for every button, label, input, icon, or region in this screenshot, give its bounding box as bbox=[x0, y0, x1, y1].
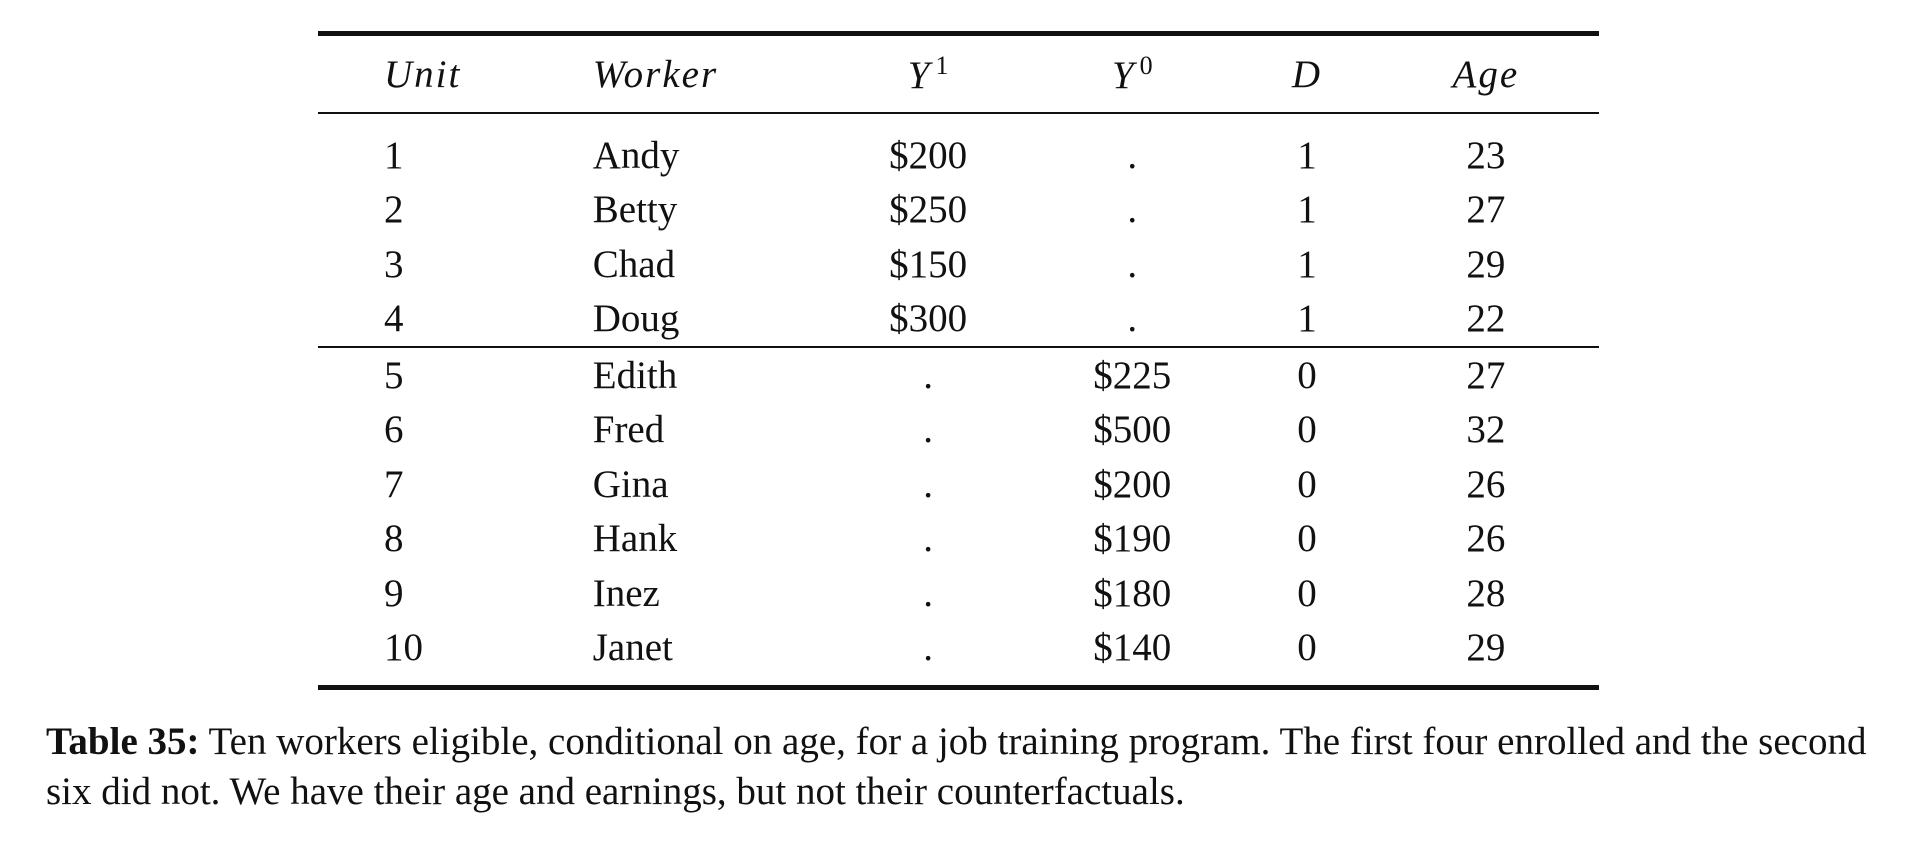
cell-d: 0 bbox=[1297, 408, 1317, 452]
cell-y1: . bbox=[923, 517, 933, 561]
cell-worker: Chad bbox=[592, 242, 676, 286]
table-row: 4 Doug $300 . 1 22 bbox=[318, 292, 1599, 348]
table-row: 6 Fred . $500 0 32 bbox=[318, 403, 1599, 458]
cell-d: 1 bbox=[1297, 188, 1317, 232]
cell-age: 23 bbox=[1466, 133, 1506, 177]
cell-unit: 6 bbox=[384, 408, 404, 452]
cell-unit: 2 bbox=[384, 188, 404, 232]
cell-worker: Gina bbox=[592, 462, 669, 506]
cell-unit: 7 bbox=[384, 462, 404, 506]
header-worker-label: Worker bbox=[592, 52, 719, 96]
cell-y1: $150 bbox=[889, 242, 968, 286]
cell-y0: $225 bbox=[1023, 346, 1242, 403]
cell-d: 1 bbox=[1297, 133, 1317, 177]
cell-worker: Edith bbox=[592, 346, 833, 403]
cell-d: 1 bbox=[1297, 297, 1317, 341]
cell-unit: 10 bbox=[318, 620, 593, 690]
cell-age: 27 bbox=[1466, 188, 1506, 232]
cell-age: 29 bbox=[1372, 620, 1599, 690]
cell-y0: . bbox=[1127, 133, 1138, 177]
table-row: 5 Edith . $225 0 27 bbox=[318, 346, 1599, 403]
cell-worker: Hank bbox=[592, 517, 678, 561]
header-unit: Unit bbox=[318, 34, 593, 114]
cell-d: 0 bbox=[1297, 517, 1317, 561]
cell-worker: Betty bbox=[592, 188, 678, 232]
table-row: 3 Chad $150 . 1 29 bbox=[318, 237, 1599, 292]
caption-label: Table 35: bbox=[46, 720, 200, 763]
cell-worker: Doug bbox=[592, 297, 680, 341]
cell-y0: $500 bbox=[1093, 408, 1172, 452]
cell-d: 0 bbox=[1297, 462, 1317, 506]
header-d-label: D bbox=[1291, 52, 1323, 96]
table-row: 10 Janet . $140 0 29 bbox=[318, 620, 1599, 690]
caption-text: Ten workers eligible, conditional on age… bbox=[46, 720, 1867, 813]
cell-y0: $190 bbox=[1093, 517, 1172, 561]
cell-unit: 4 bbox=[384, 297, 404, 341]
cell-age: 32 bbox=[1466, 408, 1506, 452]
table-row: 8 Hank . $190 0 26 bbox=[318, 512, 1599, 567]
cell-y0: . bbox=[1127, 242, 1138, 286]
header-age-label: Age bbox=[1452, 52, 1520, 96]
header-d: D bbox=[1241, 34, 1372, 114]
table-body: 1 Andy $200 . 1 23 2 Betty $250 . 1 27 3… bbox=[318, 113, 1599, 690]
table-row: 1 Andy $200 . 1 23 bbox=[318, 113, 1599, 183]
cell-y0: $140 bbox=[1023, 620, 1242, 690]
cell-y1: . bbox=[923, 462, 933, 506]
cell-unit: 8 bbox=[384, 517, 404, 561]
cell-age: 22 bbox=[1466, 297, 1506, 341]
header-y0-superscript: 0 bbox=[1139, 51, 1153, 80]
table-row: 2 Betty $250 . 1 27 bbox=[318, 183, 1599, 238]
cell-worker: Inez bbox=[592, 571, 660, 615]
cell-y1: . bbox=[923, 408, 933, 452]
table-caption: Table 35: Ten workers eligible, conditio… bbox=[46, 717, 1896, 817]
cell-unit: 9 bbox=[384, 571, 404, 615]
cell-age: 27 bbox=[1372, 346, 1599, 403]
cell-y1: $200 bbox=[889, 133, 968, 177]
cell-d: 0 bbox=[1241, 346, 1373, 403]
cell-y0: $200 bbox=[1093, 462, 1172, 506]
header-worker: Worker bbox=[593, 34, 833, 114]
cell-d: 1 bbox=[1297, 242, 1317, 286]
cell-worker: Fred bbox=[592, 408, 665, 452]
cell-y1: . bbox=[832, 620, 1024, 690]
cell-d: 0 bbox=[1241, 620, 1373, 690]
cell-worker: Andy bbox=[592, 133, 680, 177]
cell-worker: Janet bbox=[592, 620, 833, 690]
header-unit-label: Unit bbox=[384, 52, 462, 96]
table-row: 9 Inez . $180 0 28 bbox=[318, 566, 1599, 621]
cell-y1: . bbox=[923, 571, 933, 615]
header-age: Age bbox=[1373, 34, 1599, 114]
table-row: 7 Gina . $200 0 26 bbox=[318, 457, 1599, 512]
cell-age: 29 bbox=[1466, 242, 1506, 286]
cell-age: 28 bbox=[1466, 571, 1506, 615]
cell-y1: $250 bbox=[889, 188, 968, 232]
cell-unit: 1 bbox=[384, 133, 404, 177]
cell-unit: 3 bbox=[384, 242, 404, 286]
cell-y1: $300 bbox=[889, 297, 968, 341]
cell-y0: . bbox=[1127, 188, 1138, 232]
header-y0-label: Y bbox=[1111, 54, 1136, 97]
cell-age: 26 bbox=[1466, 462, 1506, 506]
header-y1-superscript: 1 bbox=[935, 51, 949, 80]
cell-y1: . bbox=[832, 346, 1024, 403]
cell-age: 26 bbox=[1466, 517, 1506, 561]
cell-unit: 5 bbox=[318, 346, 593, 403]
cell-y0: $180 bbox=[1093, 571, 1172, 615]
header-y1-label: Y bbox=[907, 54, 932, 97]
cell-d: 0 bbox=[1297, 571, 1317, 615]
cell-y0: . bbox=[1127, 297, 1138, 341]
